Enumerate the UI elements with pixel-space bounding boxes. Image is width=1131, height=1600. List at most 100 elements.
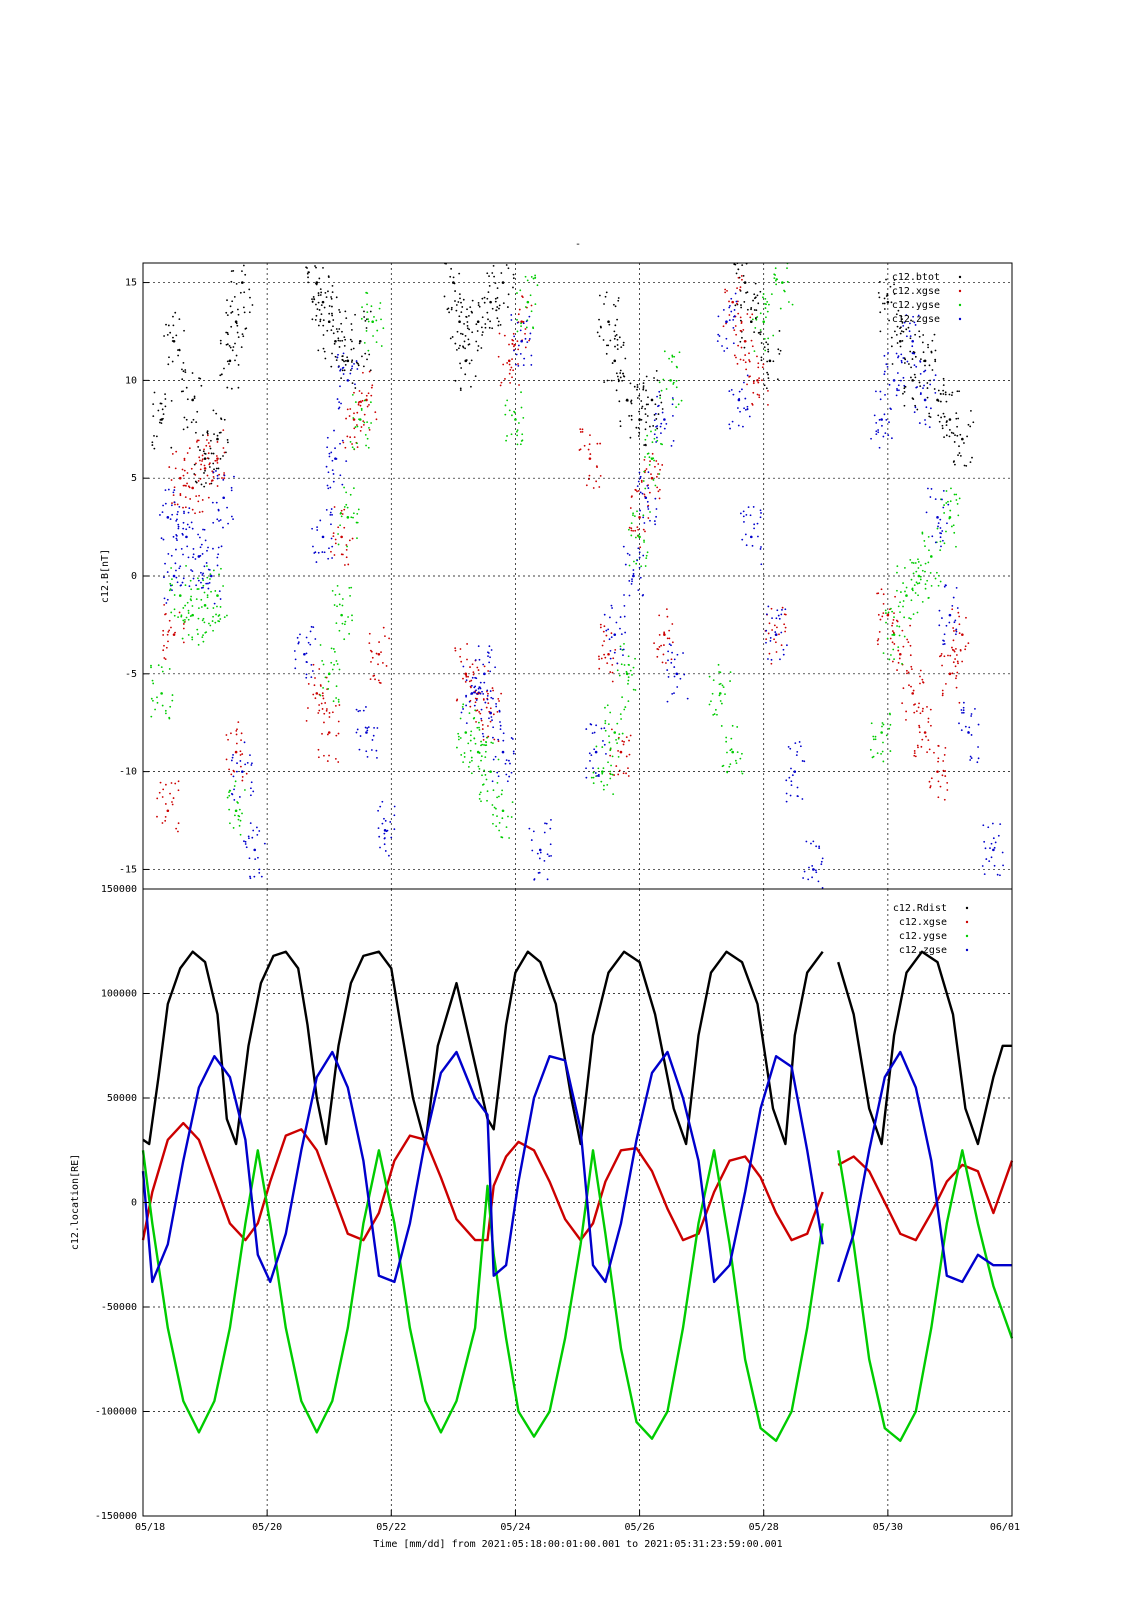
data-point <box>942 393 945 395</box>
data-point <box>918 702 920 705</box>
data-point <box>367 446 370 449</box>
data-point <box>936 516 939 519</box>
data-point <box>311 301 314 303</box>
data-point <box>483 681 486 684</box>
data-point <box>211 470 214 473</box>
data-point <box>887 613 890 616</box>
data-point <box>207 452 210 455</box>
data-point <box>483 672 486 676</box>
data-point <box>750 535 753 539</box>
data-point <box>241 812 243 815</box>
data-point <box>188 447 191 450</box>
data-point <box>205 562 208 564</box>
data-point <box>731 750 734 754</box>
data-point <box>450 308 453 311</box>
data-point <box>941 539 944 542</box>
data-point <box>637 534 640 537</box>
data-point <box>766 300 769 303</box>
data-point <box>644 530 646 533</box>
data-point <box>210 590 212 593</box>
data-point <box>592 767 594 770</box>
data-point <box>912 315 915 318</box>
legend-swatch <box>958 303 962 307</box>
data-point <box>767 605 770 608</box>
data-point <box>920 358 922 361</box>
data-point <box>722 325 725 328</box>
data-point <box>904 358 907 361</box>
data-point <box>591 732 594 735</box>
data-point <box>657 473 659 475</box>
data-point <box>229 822 231 825</box>
data-point <box>359 735 362 737</box>
data-point <box>233 785 236 787</box>
data-point <box>226 441 229 444</box>
data-point <box>212 629 214 632</box>
data-point <box>634 536 637 539</box>
data-point <box>897 384 900 387</box>
data-point <box>719 700 722 702</box>
data-point <box>252 829 255 832</box>
data-point <box>719 671 722 674</box>
data-point <box>903 390 906 393</box>
data-point <box>775 278 778 281</box>
data-point <box>883 302 886 305</box>
data-point <box>623 740 625 743</box>
data-point <box>171 589 173 592</box>
data-point <box>955 675 958 677</box>
data-point <box>450 267 453 270</box>
data-point <box>501 836 504 839</box>
data-point <box>756 379 759 382</box>
data-point <box>167 488 170 491</box>
series-line <box>837 1050 1012 1284</box>
data-point <box>619 616 622 618</box>
data-point <box>743 381 745 384</box>
data-point <box>454 342 457 345</box>
data-point <box>478 728 481 731</box>
data-point <box>151 441 154 444</box>
data-point <box>466 321 469 323</box>
data-point <box>916 582 919 585</box>
data-point <box>492 822 494 825</box>
data-point <box>900 591 902 593</box>
data-point <box>465 675 468 678</box>
data-point <box>947 503 950 506</box>
data-point <box>516 330 519 333</box>
data-point <box>358 339 362 343</box>
data-point <box>958 632 961 635</box>
data-point <box>767 337 770 340</box>
data-point <box>486 689 489 692</box>
data-point <box>748 352 750 355</box>
data-point <box>235 742 238 745</box>
data-point <box>480 719 483 722</box>
data-point <box>210 452 213 455</box>
data-point <box>594 772 597 774</box>
data-point <box>337 526 340 529</box>
data-point <box>368 642 371 645</box>
data-point <box>619 425 622 428</box>
data-point <box>230 270 233 273</box>
data-point <box>311 670 314 672</box>
data-point <box>182 627 185 630</box>
data-point <box>344 359 347 362</box>
data-point <box>944 391 947 394</box>
data-point <box>604 719 607 722</box>
data-point <box>229 346 232 349</box>
data-point <box>484 756 487 758</box>
data-point <box>237 364 240 366</box>
data-point <box>219 606 222 608</box>
data-point <box>160 422 163 425</box>
data-point <box>760 356 763 359</box>
data-point <box>245 327 248 330</box>
data-point <box>348 539 351 542</box>
data-point <box>644 487 647 490</box>
data-point <box>470 730 473 733</box>
data-point <box>349 408 352 410</box>
data-point <box>742 359 745 362</box>
data-point <box>945 584 947 587</box>
data-point <box>326 446 329 449</box>
data-point <box>167 630 170 633</box>
data-point <box>232 269 235 272</box>
data-point <box>311 527 313 530</box>
data-point <box>498 332 501 335</box>
data-point <box>355 731 358 734</box>
